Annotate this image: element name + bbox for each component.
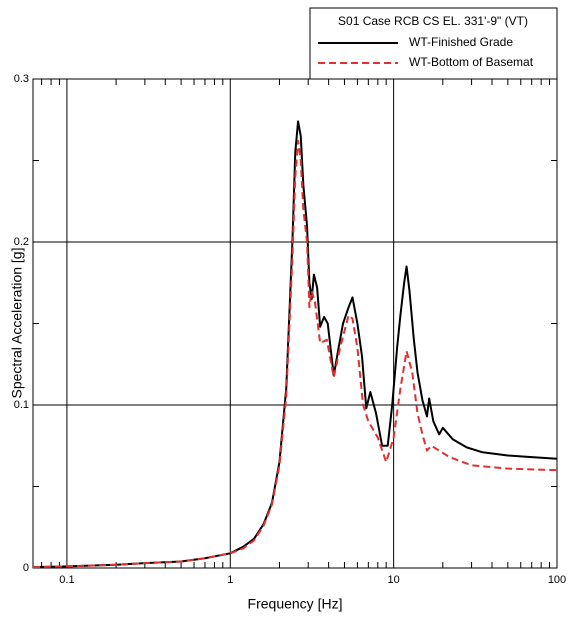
series-line	[32, 139, 558, 569]
y-axis-label: Spectral Acceleration [g]	[9, 248, 25, 399]
y-tick-label: 0.3	[14, 73, 29, 85]
x-tick-label: 0.1	[59, 574, 74, 586]
legend-title: S01 Case RCB CS EL. 331'-9" (VT)	[338, 14, 528, 28]
y-tick-label: 0.1	[14, 399, 29, 411]
x-tick-label: 10	[388, 574, 400, 586]
x-axis-label: Frequency [Hz]	[248, 596, 343, 612]
legend-label: WT-Bottom of Basemat	[409, 55, 534, 69]
y-tick-label: 0.2	[14, 236, 29, 248]
x-tick-label: 1	[227, 574, 233, 586]
x-tick-label: 100	[548, 574, 566, 586]
legend-label: WT-Finished Grade	[409, 35, 513, 49]
y-tick-label: 0	[23, 562, 29, 574]
